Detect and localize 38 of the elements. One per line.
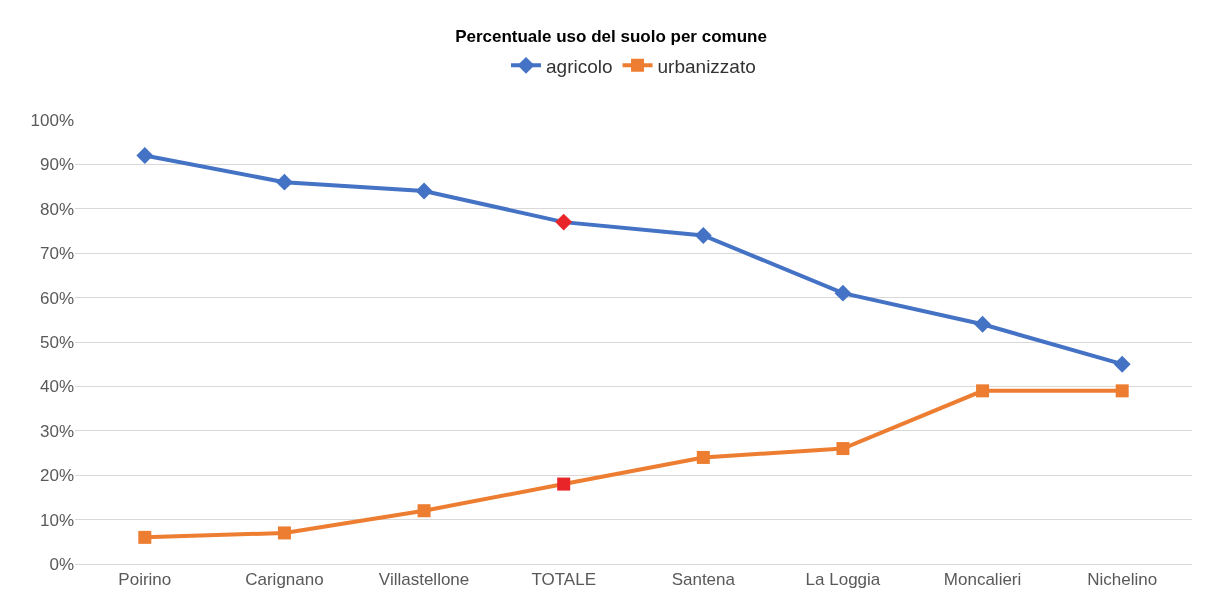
x-tick-label: Nichelino	[1087, 570, 1158, 590]
point	[557, 477, 571, 491]
legend-label: agricolo	[546, 55, 613, 77]
point	[836, 442, 850, 456]
x-tick-label: Santena	[671, 570, 736, 590]
point	[834, 284, 852, 302]
y-tick-label: 30%	[39, 421, 74, 441]
point	[415, 182, 433, 200]
x-tick-label: Carignano	[245, 570, 324, 590]
x-tick-label: TOTALE	[531, 570, 596, 590]
point	[417, 504, 431, 518]
y-tick-label: 100%	[30, 110, 74, 130]
point	[976, 384, 990, 398]
point	[694, 226, 712, 244]
legend-label: urbanizzato	[657, 55, 756, 77]
point	[1115, 384, 1129, 398]
point	[136, 147, 154, 164]
point	[275, 173, 293, 191]
y-tick-label: 10%	[39, 510, 74, 530]
y-tick-label: 70%	[39, 244, 74, 264]
point	[138, 530, 152, 544]
y-tick-label: 60%	[39, 288, 74, 308]
y-tick-label: 40%	[39, 377, 74, 397]
x-tick-label: Moncalieri	[943, 570, 1022, 590]
point	[1113, 355, 1131, 373]
y-tick-label: 50%	[39, 332, 74, 352]
y-tick-label: 90%	[39, 155, 74, 175]
point	[277, 526, 291, 540]
point	[974, 315, 992, 333]
x-tick-label: Villastellone	[378, 570, 470, 590]
chart-title: Percentuale uso del suolo per comune	[455, 27, 767, 47]
point	[555, 213, 573, 231]
y-tick-label: 80%	[39, 199, 74, 219]
y-tick-label: 0%	[49, 554, 74, 574]
y-tick-label: 20%	[39, 466, 74, 486]
x-tick-label: Poirino	[118, 570, 172, 590]
point	[696, 450, 710, 464]
x-tick-label: La Loggia	[805, 570, 881, 590]
